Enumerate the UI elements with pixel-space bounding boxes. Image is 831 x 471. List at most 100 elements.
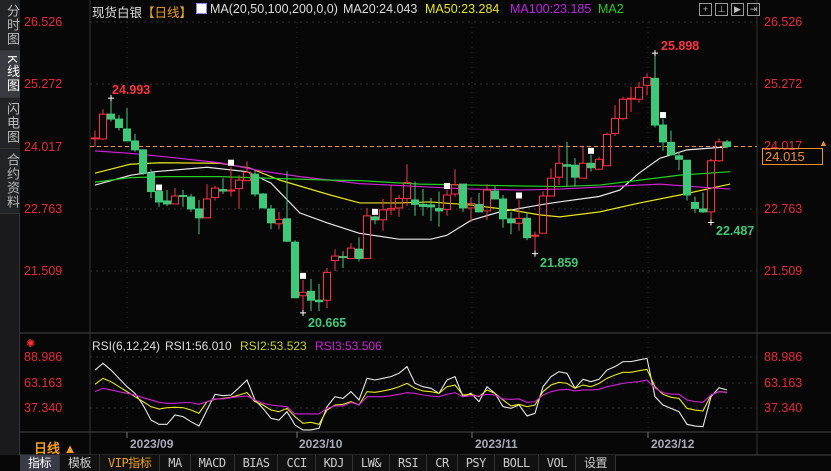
interval-icon[interactable]: ⊥ (715, 3, 728, 16)
candle-body (371, 216, 379, 221)
candle-body (307, 290, 315, 301)
rsi-tick-left: 88.986 (24, 350, 63, 364)
indicator-tab-cr[interactable]: CR (427, 455, 458, 471)
candle-body (403, 182, 411, 199)
tab-kline[interactable]: K线图 (0, 51, 20, 98)
candle-marker (228, 159, 234, 166)
ma200-line (94, 171, 731, 188)
indicator-tab-指标[interactable]: 指标 (20, 455, 61, 471)
extreme-marker (532, 250, 538, 257)
candle-body (587, 162, 595, 169)
candle-body (667, 141, 675, 156)
candle-body (659, 124, 667, 143)
tab-contract-info[interactable]: 合约资料 (0, 148, 20, 214)
indicator-tab-kdj[interactable]: KDJ (316, 455, 353, 471)
last-price-box: 24.015 (762, 148, 823, 165)
candle-body (507, 218, 515, 224)
price-tick-left: 24.017 (24, 140, 63, 154)
candle-body (619, 98, 627, 120)
candle-marker (300, 272, 306, 279)
indicator-tab-vol[interactable]: VOL (539, 455, 576, 471)
period-selector[interactable]: 日线 ▲ (34, 441, 77, 456)
candle-body (651, 77, 659, 126)
indicator-chart-icon[interactable] (196, 3, 207, 14)
candle-marker (444, 183, 450, 190)
candle-body (387, 207, 395, 211)
indicator-tab-设置[interactable]: 设置 (576, 455, 616, 471)
rsi-tick-left: 37.340 (24, 401, 63, 415)
candle-body (123, 128, 131, 142)
indicator-tab-ma[interactable]: MA (160, 455, 191, 471)
candle-body (499, 198, 507, 220)
date-label: 2023/10 (299, 437, 343, 451)
date-label: 2023/11 (475, 437, 518, 451)
candle-body (427, 204, 435, 208)
candle-body (107, 113, 115, 120)
rsi-title: RSI(6,12,24) (92, 339, 161, 353)
candle-body (675, 155, 683, 160)
tab-flash-chart[interactable]: 闪电图 (0, 97, 20, 149)
candle-body (203, 198, 211, 219)
extreme-marker (108, 95, 114, 102)
rsi1-line (94, 357, 728, 431)
shift-right-icon[interactable]: ⇥ (747, 3, 760, 16)
high-annotation: 24.993 (112, 83, 151, 97)
ma200-value: MA2 (598, 2, 624, 16)
candle-body (643, 76, 651, 86)
candle-body (483, 189, 491, 212)
indicator-tab-boll[interactable]: BOLL (495, 455, 539, 471)
indicator-tab-vip指标[interactable]: VIP指标 (100, 455, 161, 471)
low-annotation: 21.859 (540, 256, 579, 270)
candle-body (99, 113, 107, 140)
chevron-up-icon[interactable]: ▲ (819, 138, 828, 148)
candle-body (195, 208, 203, 219)
candle-body (147, 172, 155, 193)
rsi3-value: RSI3:53.506 (315, 339, 382, 353)
rsi-tick-right: 88.986 (764, 350, 803, 364)
price-tick-right: 21.509 (764, 264, 803, 278)
ma100-value: MA100:23.185 (510, 2, 592, 16)
candle-body (339, 256, 347, 259)
low-annotation: 22.487 (716, 224, 755, 238)
settings-gear-icon[interactable]: ✺ (26, 338, 36, 350)
candle-body (251, 173, 259, 195)
candle-body (131, 140, 139, 151)
candle-marker (516, 192, 522, 199)
low-annotation: 20.665 (308, 316, 347, 330)
candle-body (243, 171, 251, 182)
rsi-tick-right: 37.340 (764, 401, 803, 415)
date-label: 2023/09 (130, 437, 174, 451)
indicator-tab-macd[interactable]: MACD (191, 455, 235, 471)
tab-timeshare[interactable]: 分时图 (0, 0, 20, 51)
rsi2-line (94, 368, 728, 425)
indicator-tab-模板[interactable]: 模板 (60, 455, 101, 471)
candle-body (219, 189, 227, 192)
candle-body (635, 86, 643, 100)
extreme-marker (708, 219, 714, 226)
candle-body (707, 160, 715, 213)
candle-body (115, 118, 123, 129)
candle-body (179, 195, 187, 198)
candle-body (523, 217, 531, 239)
candle-marker (156, 184, 162, 191)
candle-body (467, 202, 475, 209)
indicator-tab-rsi[interactable]: RSI (390, 455, 428, 471)
crosshair-icon[interactable]: + (699, 3, 712, 16)
candle-marker (588, 147, 594, 154)
indicator-tab-lw&[interactable]: LW& (353, 455, 391, 471)
play-icon[interactable]: ▶ (731, 3, 744, 16)
candle-body (315, 299, 323, 303)
indicator-tab-bias[interactable]: BIAS (235, 455, 279, 471)
rsi-tick-left: 63.163 (24, 376, 63, 390)
rsi-tick-right: 63.163 (764, 376, 803, 390)
candle-body (91, 137, 99, 140)
price-tick-left: 26.526 (24, 15, 63, 29)
rsi2-value: RSI2:53.523 (240, 339, 307, 353)
candle-body (379, 209, 387, 221)
price-tick-right: 26.526 (764, 15, 803, 29)
ma-params: MA(20,50,100,200,0,0) (210, 2, 338, 16)
indicator-tab-psy[interactable]: PSY (458, 455, 495, 471)
indicator-tab-cci[interactable]: CCI (278, 455, 316, 471)
price-tick-right: 25.272 (764, 77, 803, 91)
